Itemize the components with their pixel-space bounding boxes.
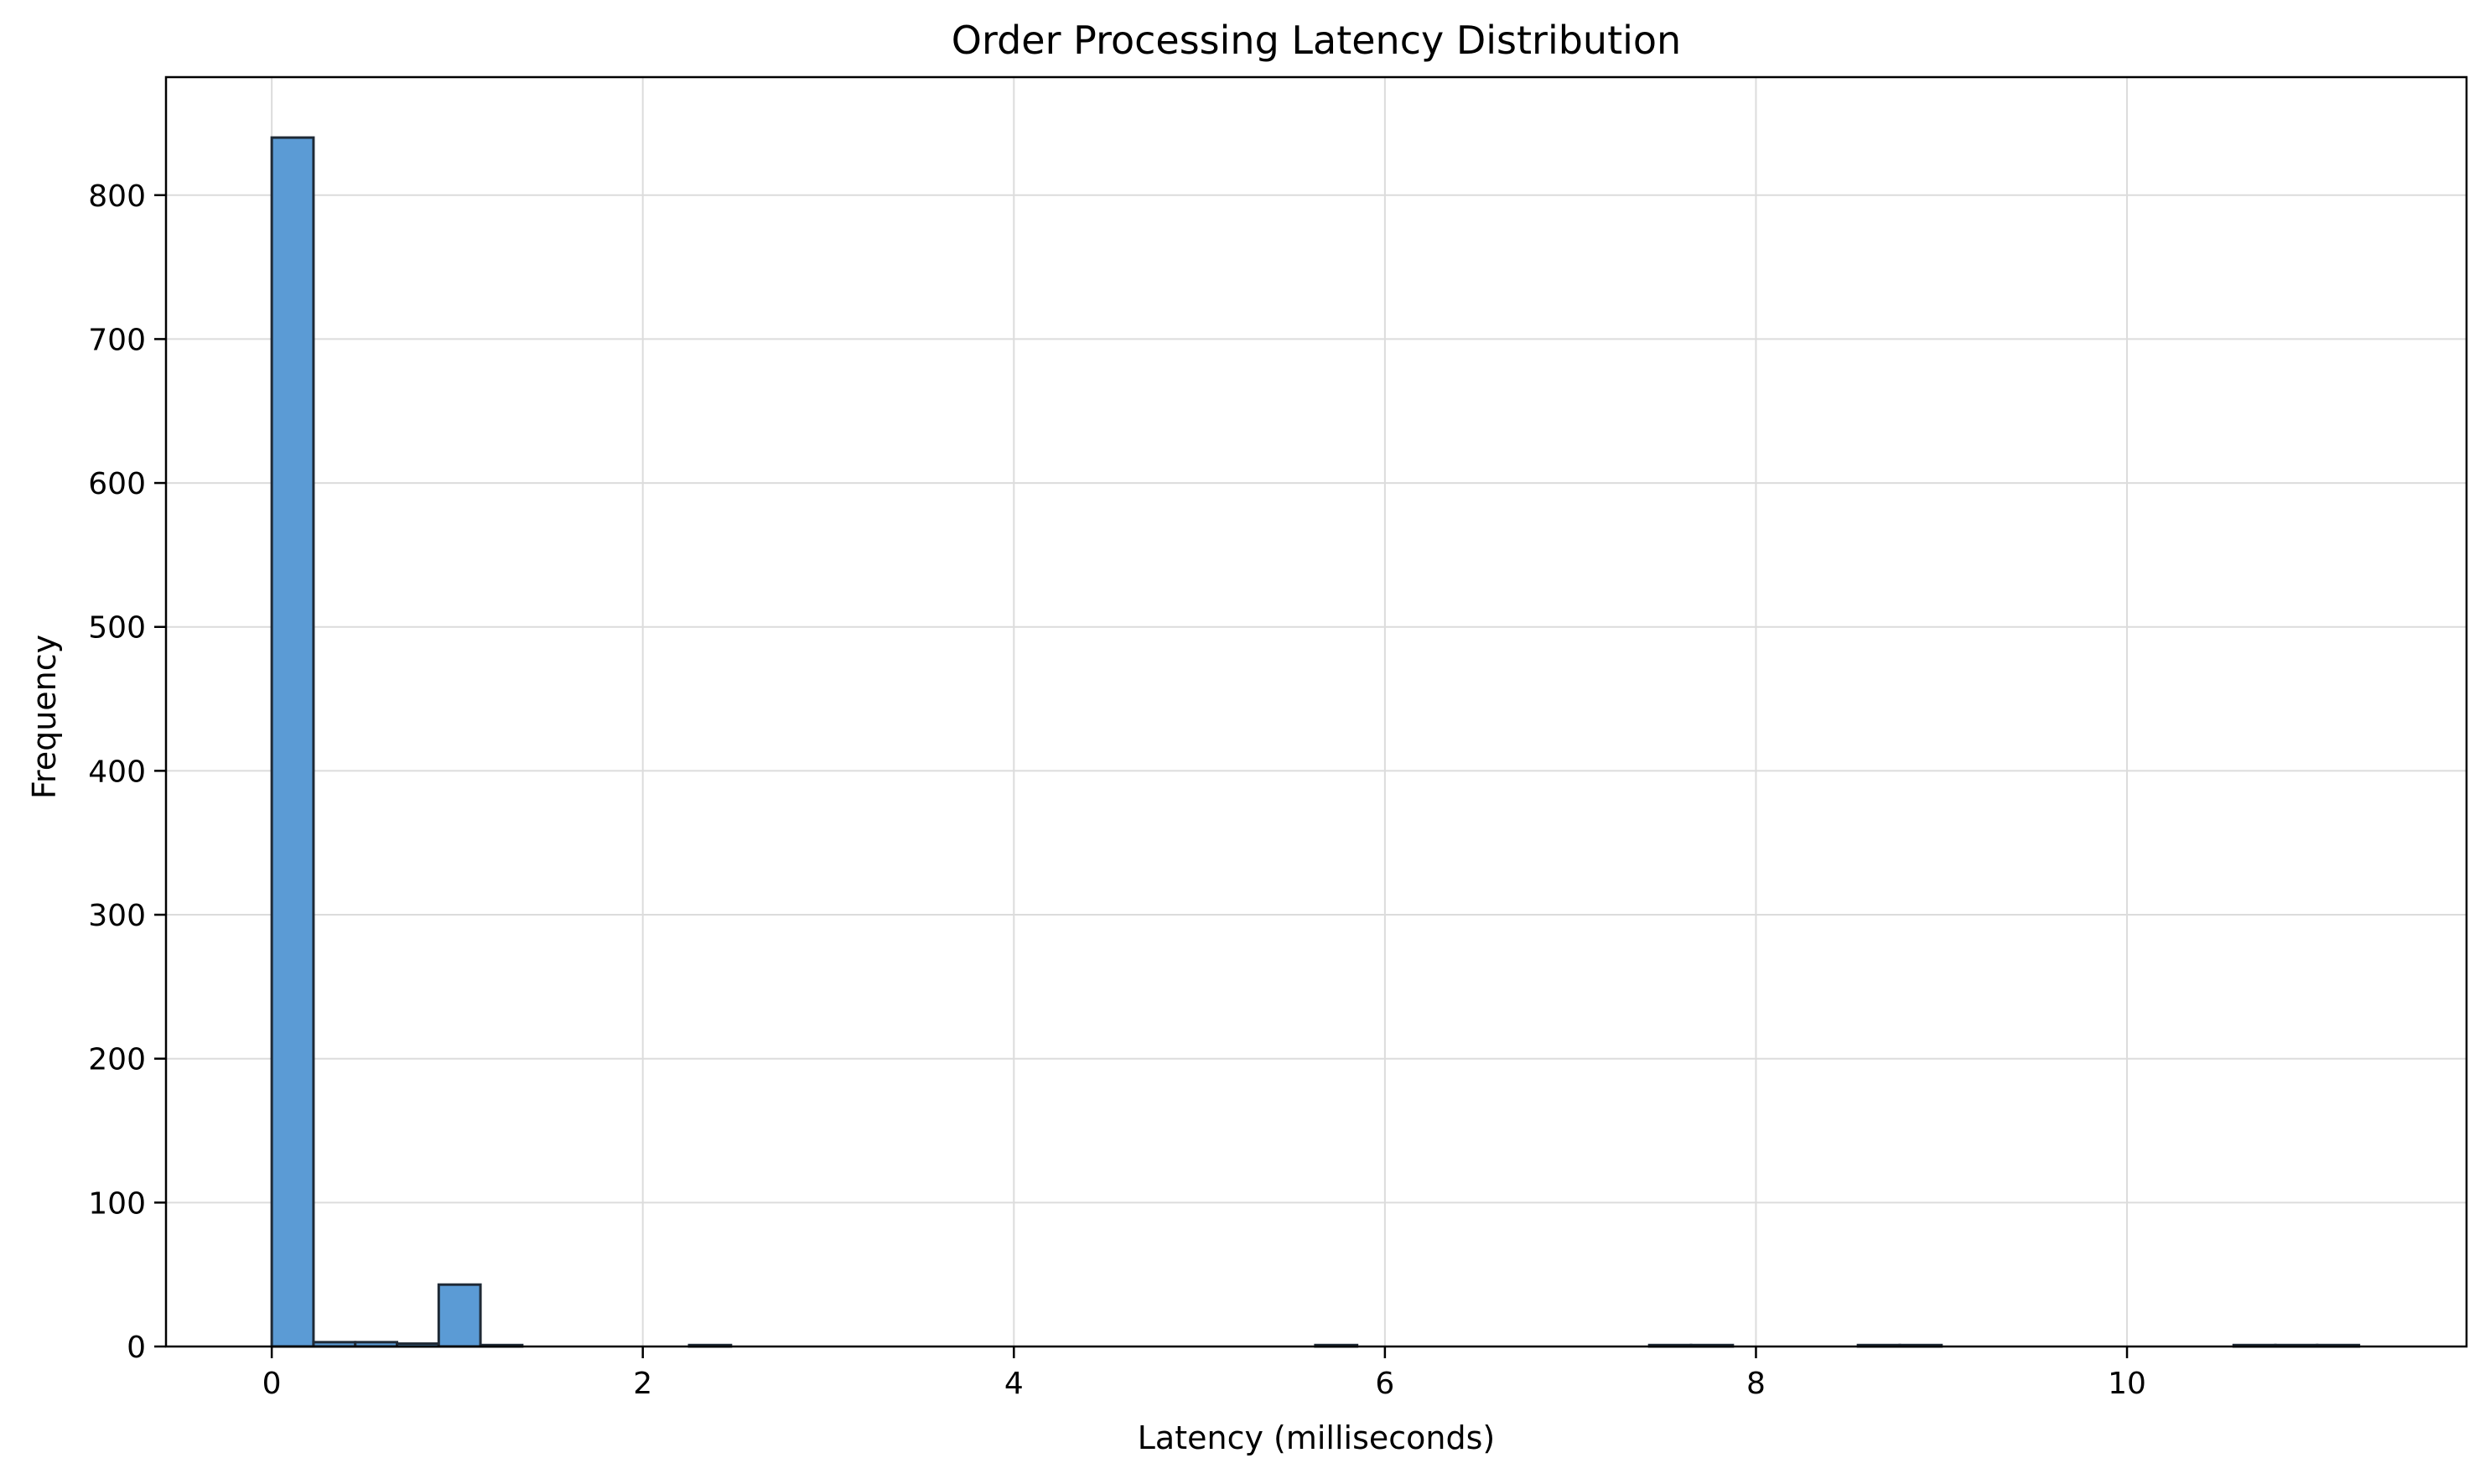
grid-layer (166, 77, 2467, 1347)
plot-frame (164, 75, 2468, 1348)
x-tick-label: 2 (633, 1367, 652, 1401)
x-tick-label: 4 (1004, 1367, 1024, 1401)
y-tick-label: 400 (88, 755, 146, 789)
y-tick-label: 300 (88, 899, 146, 933)
y-tick-label: 700 (88, 323, 146, 357)
x-tick-label: 10 (2108, 1367, 2146, 1401)
histogram-bar (270, 136, 315, 1348)
y-tick-label: 600 (88, 467, 146, 501)
x-tick-label: 0 (262, 1367, 282, 1401)
x-axis-label: Latency (milliseconds) (1138, 1419, 1496, 1456)
x-tick-label: 6 (1375, 1367, 1394, 1401)
y-axis-label: Frequency (26, 635, 63, 799)
y-tick-label: 200 (88, 1043, 146, 1077)
chart-title: Order Processing Latency Distribution (952, 18, 1681, 63)
x-tick-label: 8 (1746, 1367, 1766, 1401)
y-tick-label: 100 (88, 1186, 146, 1221)
y-tick-label: 0 (127, 1331, 146, 1365)
y-tick-label: 800 (88, 179, 146, 214)
y-tick-label: 500 (88, 611, 146, 646)
histogram-bar (437, 1283, 482, 1348)
bars-layer (270, 136, 2361, 1348)
